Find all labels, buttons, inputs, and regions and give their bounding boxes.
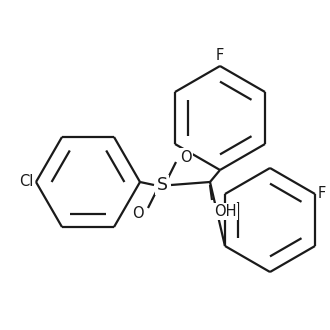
Text: OH: OH xyxy=(214,204,237,219)
Text: Cl: Cl xyxy=(18,175,33,189)
Text: S: S xyxy=(156,176,168,194)
Text: O: O xyxy=(132,206,144,220)
Text: F: F xyxy=(318,186,326,202)
Text: O: O xyxy=(180,149,192,164)
Text: F: F xyxy=(216,48,224,63)
